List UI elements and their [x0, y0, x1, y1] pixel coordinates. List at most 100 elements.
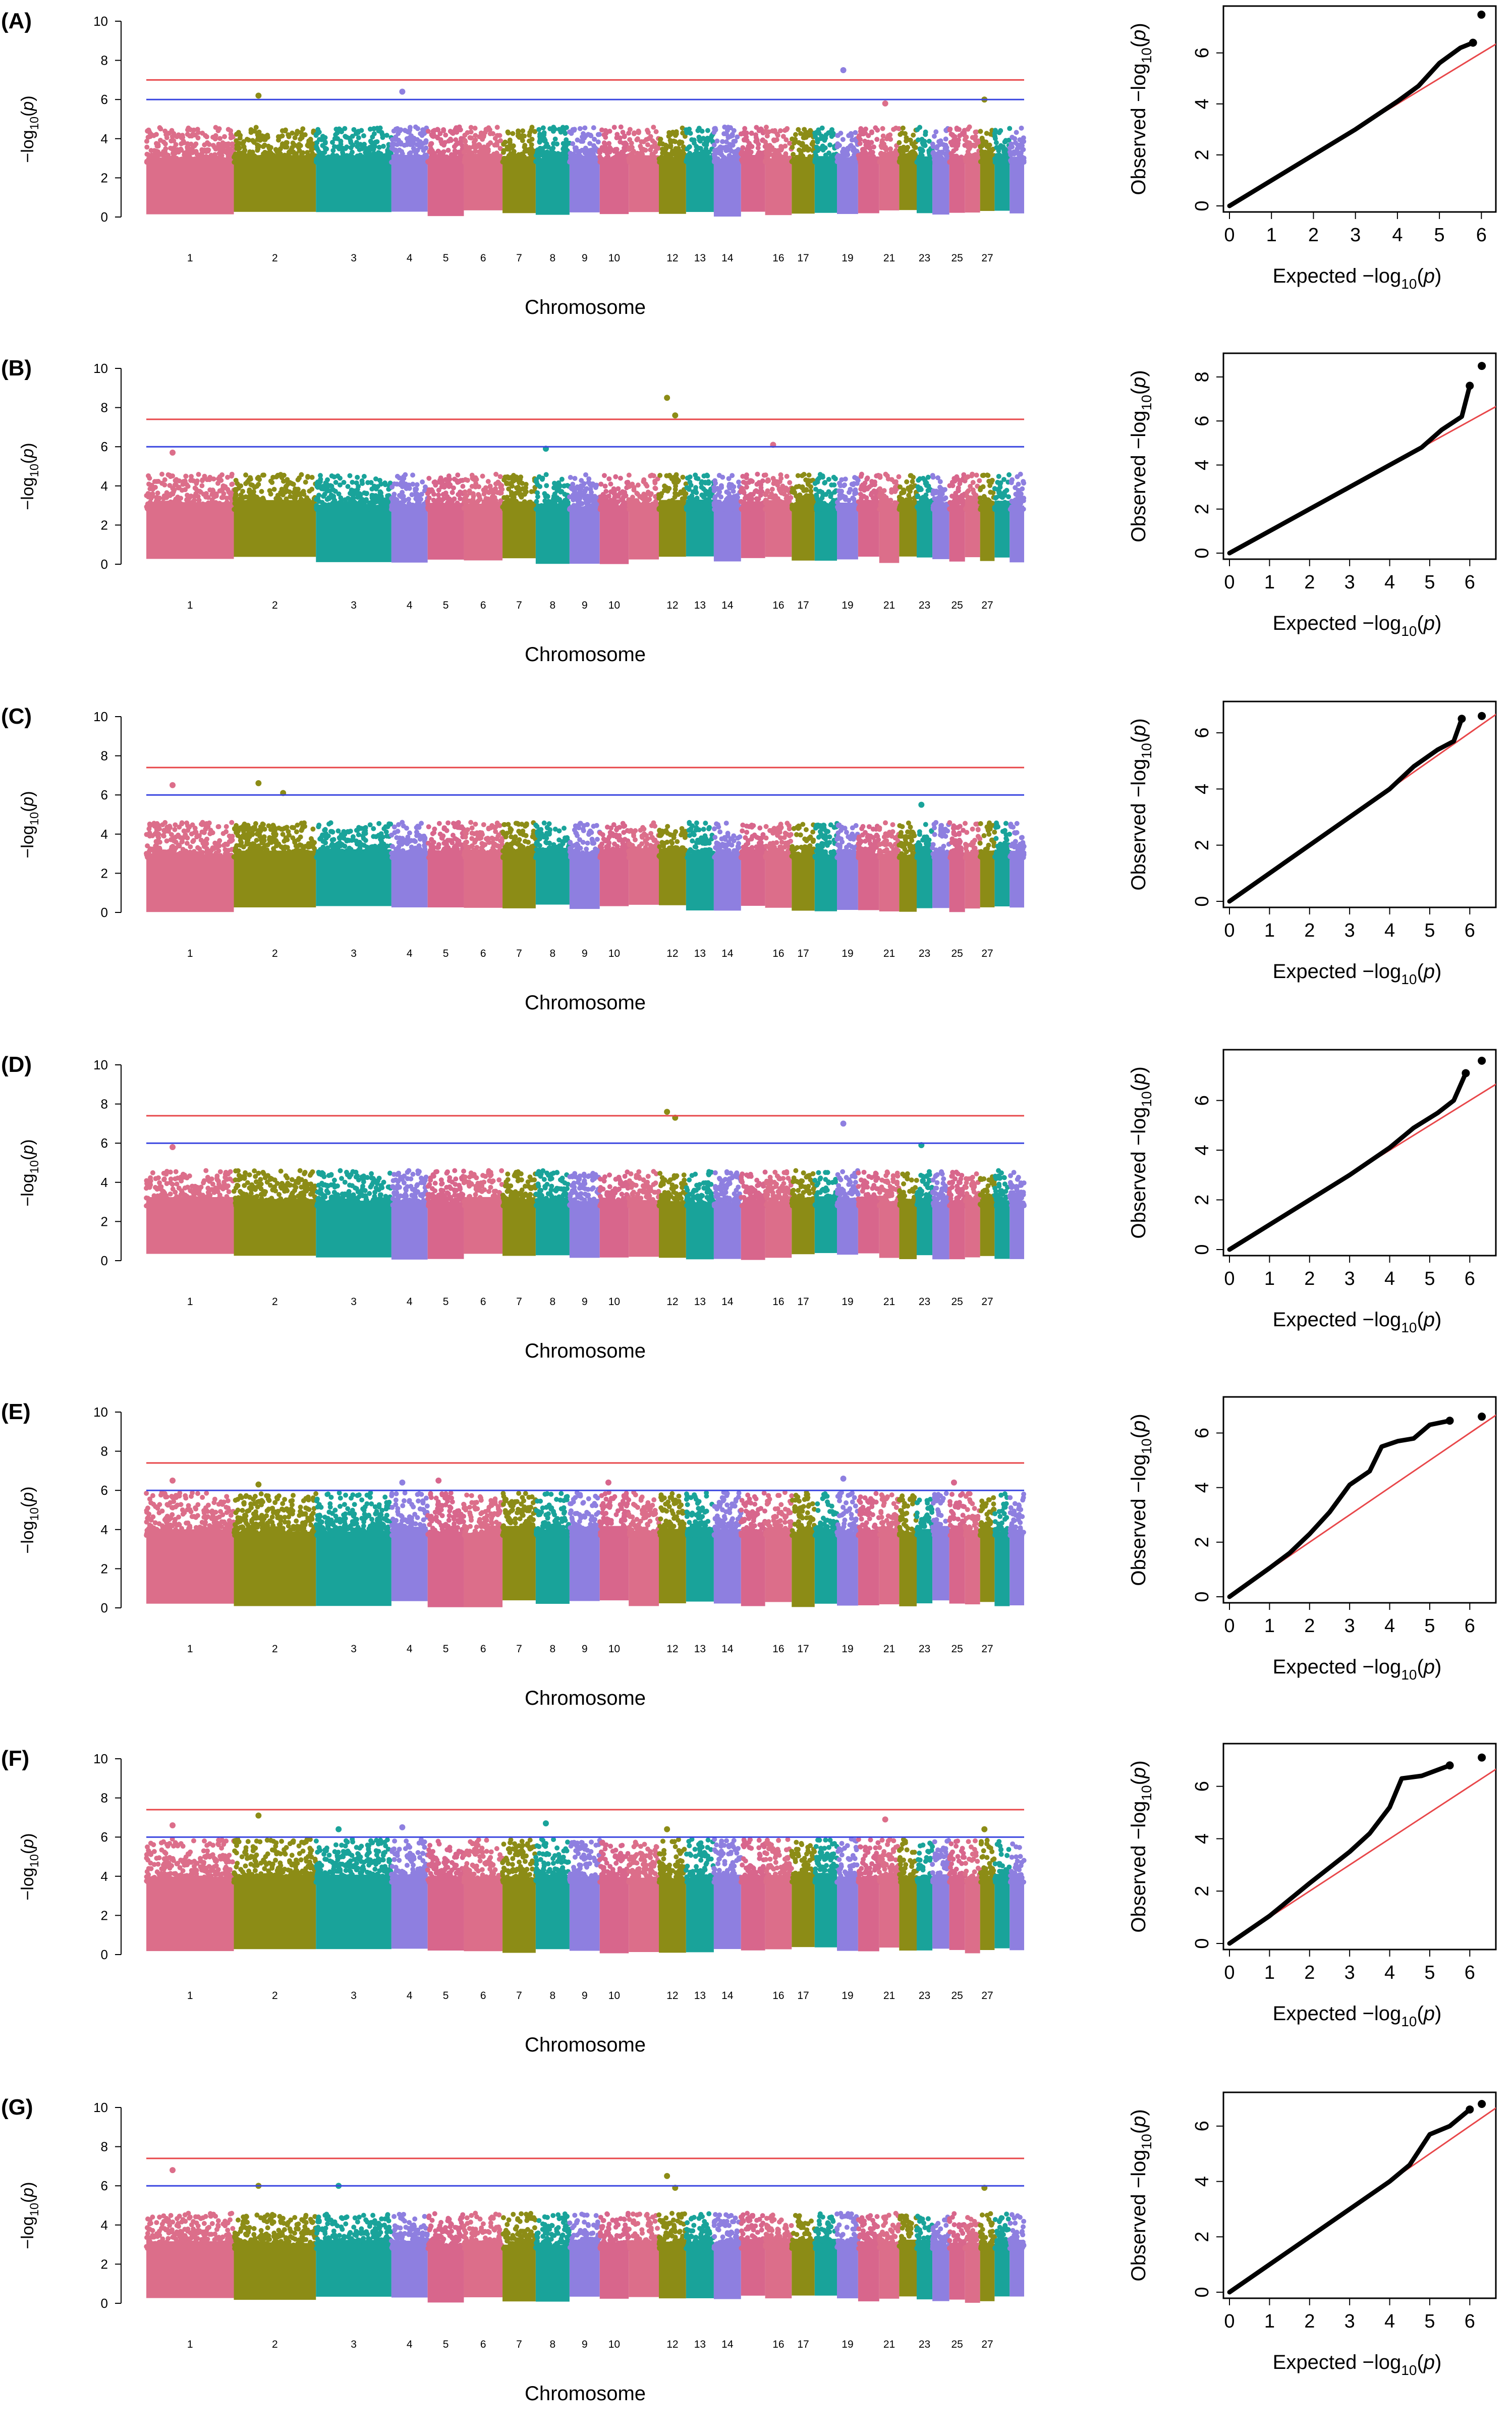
chromosome-scatter: [930, 126, 952, 165]
manhattan-y-tick-label: 4: [101, 1869, 108, 1884]
chromosome-15-points: [738, 125, 768, 212]
qq-x-tick-label: 5: [1434, 225, 1445, 246]
chromosome-band: [427, 850, 464, 908]
chromosome-tick-label: 19: [842, 2339, 853, 2350]
chromosome-tick-label: 8: [550, 252, 556, 264]
chromosome-band: [792, 156, 815, 214]
manhattan-y-tick-label: 2: [101, 170, 108, 185]
chromosome-scatter: [656, 1170, 689, 1209]
chromosome-11-points: [626, 1840, 661, 1952]
chromosome-tick-label: 17: [797, 600, 809, 611]
chromosome-scatter: [834, 1168, 861, 1209]
qq-x-tick-label: 3: [1345, 572, 1355, 593]
chromosome-17-points: [789, 127, 817, 214]
qq-top-point: [1478, 712, 1486, 720]
qq-y-tick-label: 4: [1192, 784, 1213, 794]
chromosome-24-points: [930, 473, 951, 559]
chromosome-8-points: [533, 820, 572, 905]
chromosome-band: [713, 1874, 741, 1950]
chromosome-scatter: [597, 1169, 631, 1209]
chromosome-band: [569, 155, 600, 212]
chromosome-band: [980, 2244, 995, 2301]
chromosome-3-points: [314, 820, 394, 906]
chromosome-25-points: [947, 1479, 967, 1604]
chromosome-scatter: [425, 1168, 467, 1209]
chromosome-16-points: [763, 1169, 794, 1258]
chromosome-band: [932, 157, 949, 215]
chromosome-11-points: [626, 125, 661, 212]
qq-x-label: Expected −log10(p): [1273, 1309, 1442, 1335]
qq-x-label-text: Expected −log10(p): [1273, 2003, 1442, 2029]
qq-plot: 0 1 2 3 4 5 6 0 2 4 6 Expected −log10(p) Observed −l…: [1128, 700, 1497, 987]
chromosome-scatter: [930, 1169, 951, 1209]
top-hit-point: [399, 1479, 406, 1486]
chromosome-tick-label: 21: [883, 600, 895, 611]
chromosome-band: [741, 1203, 765, 1260]
chromosome-14-points: [711, 1490, 744, 1604]
chromosome-tick-label: 27: [981, 1990, 993, 2002]
chromosome-band: [234, 1199, 316, 1256]
qq-x-label: Expected −log10(p): [1273, 1656, 1442, 1683]
chromosome-scatter: [314, 2211, 394, 2251]
chromosome-25-points: [947, 820, 968, 912]
chromosome-scatter: [789, 822, 817, 860]
chromosome-27-points: [977, 1495, 997, 1602]
chromosome-scatter: [389, 124, 430, 165]
chromosome-28-points: [992, 472, 1013, 558]
chromosome-band: [765, 1201, 792, 1258]
chromosome-band: [146, 855, 234, 912]
qq-plot: 0 1 2 3 4 5 6 0 2 4 6 Expected −log10(p) Observed −l…: [1128, 1743, 1497, 2029]
chromosome-tick-label: 5: [443, 2339, 449, 2350]
qq-x-tick-label: 2: [1304, 572, 1315, 593]
manhattan-y-tick-label: 0: [101, 1947, 108, 1962]
chromosome-24-points: [930, 820, 952, 908]
chromosome-17-points: [789, 1168, 817, 1255]
chromosome-tick-label: 23: [919, 1643, 930, 1655]
chromosome-21-points: [877, 471, 902, 563]
chromosome-scatter: [946, 2211, 967, 2251]
top-hit-point: [399, 88, 406, 95]
chromosome-band: [391, 506, 428, 563]
chromosome-tick-label: 19: [842, 600, 853, 611]
chromosome-15-points: [738, 1837, 768, 1951]
qq-x-tick-label: 2: [1304, 1962, 1315, 1983]
chromosome-scatter: [992, 1839, 1012, 1885]
chromosome-16-points: [762, 821, 795, 908]
chromosome-tick-label: 19: [842, 1990, 853, 2002]
qq-y-tick-label: 6: [1192, 416, 1213, 426]
chromosome-29-points: [1007, 1841, 1027, 1951]
chromosome-18-points: [812, 1837, 839, 1948]
chromosome-tick-label: 19: [842, 1643, 853, 1655]
chromosome-scatter: [978, 128, 997, 165]
chromosome-tick-label: 7: [516, 948, 522, 959]
top-hit-point: [170, 782, 176, 788]
chromosome-tick-label: 1: [187, 1296, 193, 1308]
chromosome-10-points: [597, 821, 632, 906]
chromosome-band: [629, 503, 659, 560]
chromosome-11-points: [626, 2211, 661, 2297]
chromosome-scatter: [762, 821, 795, 860]
chromosome-20-points: [856, 125, 882, 213]
chromosome-scatter: [977, 1174, 997, 1209]
qq-y-tick-label: 0: [1192, 1938, 1213, 1949]
chromosome-26-points: [963, 471, 983, 558]
chromosome-scatter: [738, 1490, 768, 1538]
qq-y-tick-label: 6: [1192, 1781, 1213, 1792]
chromosome-scatter: [812, 2211, 839, 2251]
chromosome-1-points: [144, 1477, 236, 1604]
chromosome-band: [427, 159, 464, 217]
chromosome-band: [599, 1879, 629, 1954]
chromosome-tick-label: 21: [883, 948, 895, 959]
chromosome-scatter: [711, 1836, 744, 1885]
qq-diagonal-line: [1229, 1083, 1496, 1251]
qq-x-tick-label: 5: [1424, 1268, 1435, 1289]
chromosome-scatter: [425, 1839, 467, 1885]
manhattan-y-tick-label: 10: [93, 709, 108, 724]
chromosome-scatter: [763, 1836, 794, 1885]
chromosome-band: [949, 1202, 965, 1260]
qq-x-label-text: Expected −log10(p): [1273, 960, 1442, 987]
chromosome-8-points: [533, 446, 572, 564]
